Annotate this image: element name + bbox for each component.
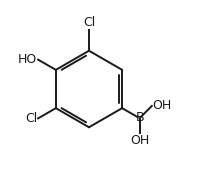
Text: Cl: Cl: [25, 112, 37, 125]
Text: HO: HO: [18, 53, 37, 66]
Text: OH: OH: [130, 134, 149, 147]
Text: B: B: [135, 111, 144, 124]
Text: OH: OH: [153, 99, 172, 112]
Text: Cl: Cl: [83, 16, 95, 29]
